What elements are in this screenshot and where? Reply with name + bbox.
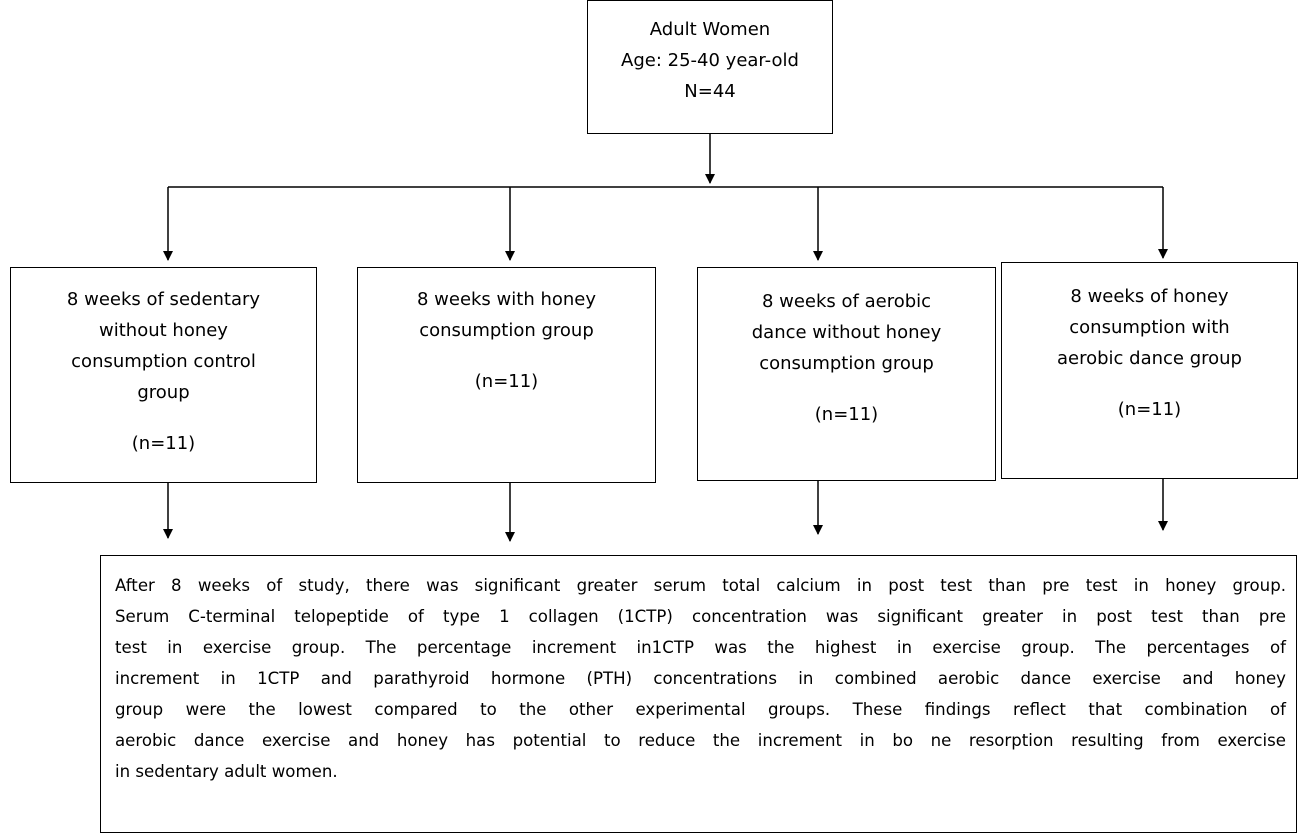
group-box: 8 weeks of honey consumption with aerobic … <box>1001 262 1298 479</box>
summary-line: test in exercise group. The percentage i… <box>115 638 1286 657</box>
top-line: Age: 25-40 year-old <box>621 50 799 71</box>
arrows <box>163 133 1168 542</box>
group-line: consumption with <box>1069 317 1230 338</box>
group-line: 8 weeks with honey <box>416 289 597 310</box>
group-line: consumption group <box>759 353 934 374</box>
group-n: (n=11) <box>131 433 196 454</box>
group-n: (n=11) <box>1117 399 1182 420</box>
group-box: 8 weeks of sedentary without honey consump… <box>10 267 317 483</box>
group-line: without honey <box>99 320 228 341</box>
top-line: N=44 <box>684 81 736 102</box>
summary-line: group were the lowest compared to the ot… <box>115 700 1286 719</box>
group-line: 8 weeks of aerobic <box>761 291 932 312</box>
group-line: dance without honey <box>751 322 942 343</box>
group-box: 8 weeks of aerobic dance without honey con… <box>697 267 996 481</box>
group-line: group <box>137 382 190 403</box>
group-line: aerobic dance group <box>1056 348 1242 369</box>
summary-line: After 8 weeks of study, there was signif… <box>115 576 1286 595</box>
group-line: 8 weeks of honey <box>1070 286 1229 307</box>
summary-line: in sedentary adult women. <box>115 762 338 781</box>
group-line: 8 weeks of sedentary <box>66 289 261 310</box>
group-box: 8 weeks with honey consumption group (n=11… <box>357 267 656 483</box>
summary-line: increment in 1CTP and parathyroid hormon… <box>115 669 1286 688</box>
group-line: consumption control <box>71 351 256 372</box>
summary-box: After 8 weeks of study, there was signif… <box>100 555 1297 833</box>
summary-line: Serum C-terminal telopeptide of type 1 c… <box>115 607 1286 626</box>
top-line: Adult Women <box>649 19 771 40</box>
group-line: consumption group <box>419 320 594 341</box>
group-n: (n=11) <box>474 371 539 392</box>
group-n: (n=11) <box>814 404 879 425</box>
summary-line: aerobic dance exercise and honey has pot… <box>115 731 1286 750</box>
population-box: Adult Women Age: 25-40 year-old N=44 <box>587 0 833 134</box>
